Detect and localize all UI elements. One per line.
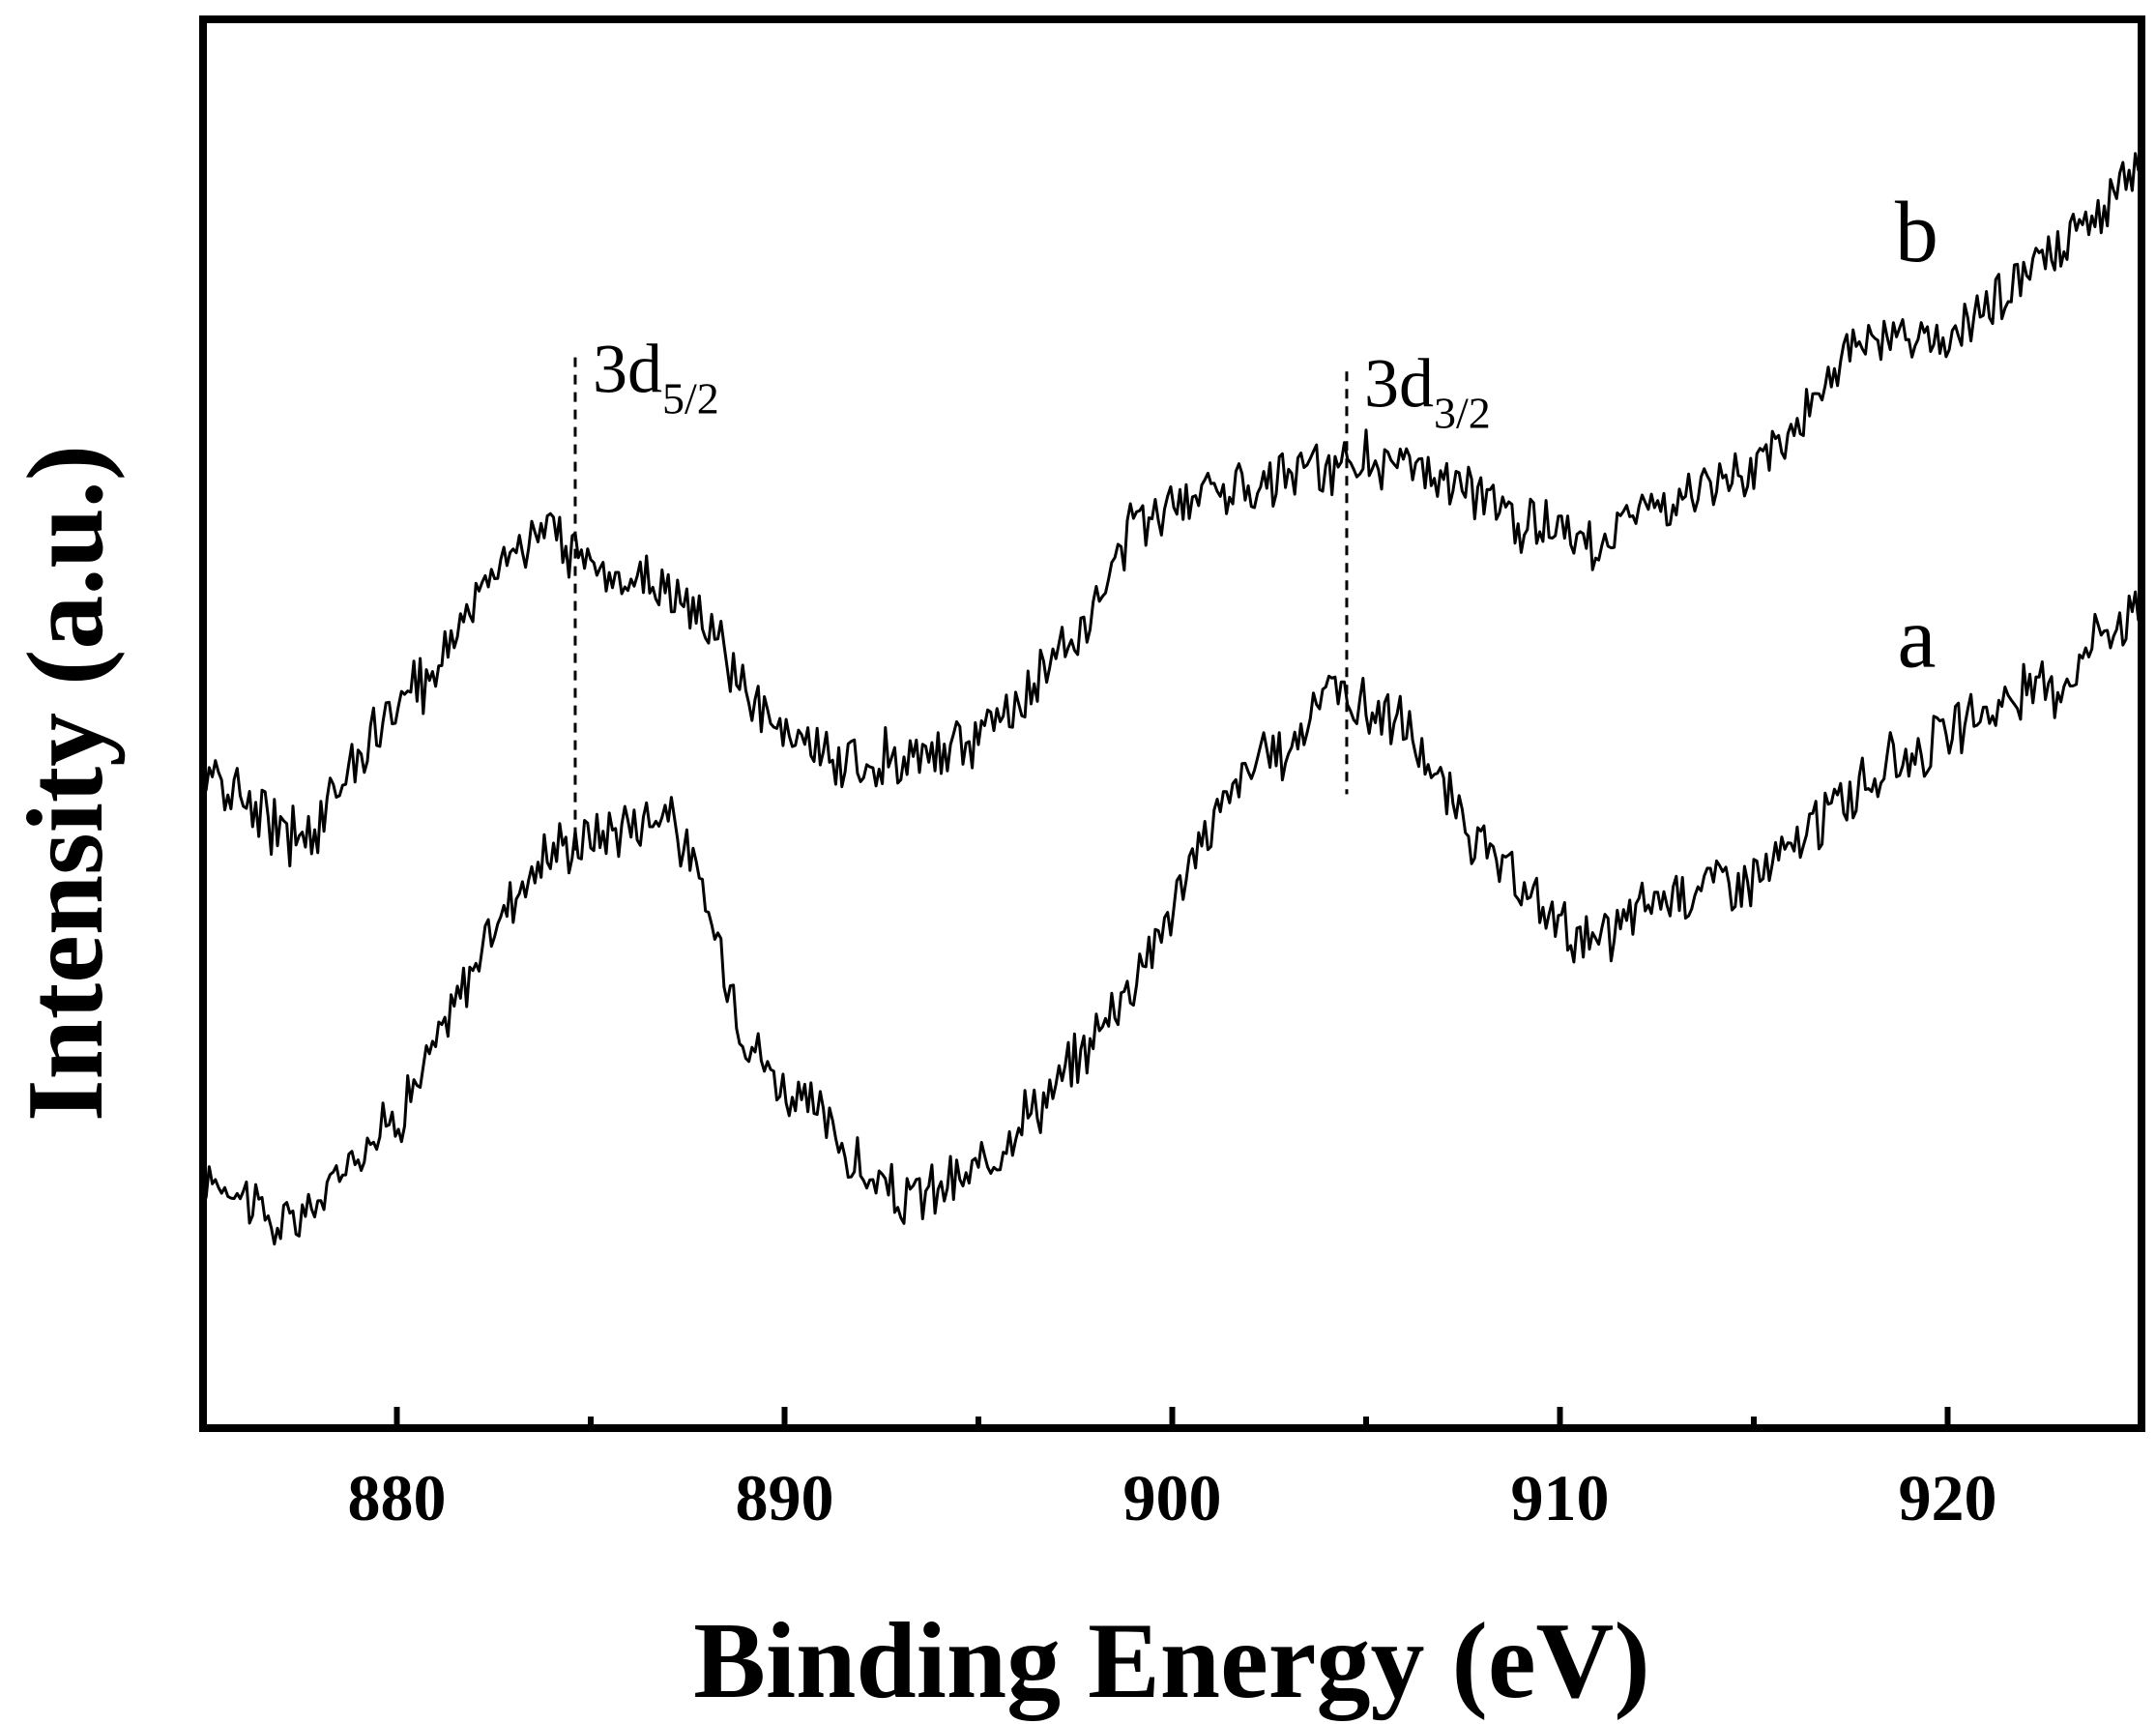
- series-line-b: [201, 138, 2143, 868]
- x-tick-label-890: 890: [736, 1461, 834, 1534]
- series-label-a: a: [1897, 591, 1936, 687]
- x-axis-ticks: [393, 1407, 1951, 1428]
- peak-label-3-2: 3d3/2: [1364, 344, 1491, 437]
- plot-frame: [199, 15, 2145, 1432]
- series-layer: ab: [201, 138, 2143, 1246]
- x-tick-label-910: 910: [1511, 1461, 1610, 1534]
- annotation-layer: 3d5/2 3d3/2: [573, 331, 1491, 851]
- peak-label-5-2: 3d5/2: [593, 331, 719, 424]
- series-label-b: b: [1895, 185, 1938, 280]
- x-tick-label-900: 900: [1123, 1461, 1222, 1534]
- y-axis-title: Intensity (a.u.): [6, 445, 126, 1122]
- x-axis-tick-labels: 880 890 900 910 920: [348, 1461, 1997, 1534]
- x-tick-label-880: 880: [348, 1461, 447, 1534]
- x-tick-label-920: 920: [1899, 1461, 1997, 1534]
- series-line-a: [201, 590, 2143, 1246]
- x-axis-title: Binding Energy (eV): [693, 1601, 1649, 1721]
